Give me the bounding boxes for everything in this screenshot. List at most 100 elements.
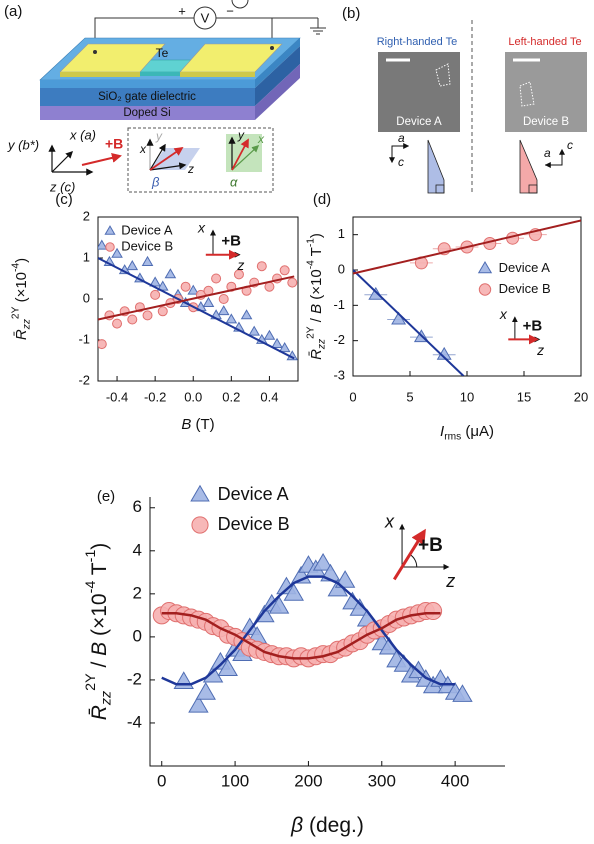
inset-arrow: [149, 162, 187, 171]
dielectric-layer: [40, 88, 255, 106]
axis-label-part: ): [88, 543, 111, 550]
layer-label: SiO₂ gate dielectric: [98, 91, 196, 103]
data-point: [408, 660, 429, 679]
data-point: [188, 694, 209, 713]
top-layer-front: [40, 80, 255, 88]
data-point: [424, 602, 443, 621]
data-point: [111, 247, 123, 258]
voltmeter-minus: −: [226, 3, 234, 18]
x-tick-label: 5: [406, 389, 413, 404]
legend-label: Device A: [121, 222, 173, 237]
data-point: [195, 682, 216, 700]
data-point: [239, 617, 260, 636]
data-point: [164, 268, 177, 279]
y-tick-label: 1: [83, 249, 90, 264]
axis-label-part: B: [308, 304, 325, 314]
fit-line: [98, 257, 295, 360]
micrograph: [505, 52, 587, 132]
inset-arrow: [149, 143, 166, 171]
field-arrow: [392, 528, 426, 581]
data-point: [283, 583, 304, 601]
data-point: [180, 281, 191, 292]
data-point: [211, 273, 222, 284]
axis-label-part: zz: [98, 691, 114, 706]
x-tick-label: 20: [574, 389, 588, 404]
y-tick-label: 0: [83, 290, 90, 305]
y-tick-label: 2: [83, 208, 90, 223]
legend-marker: [190, 484, 210, 502]
legend-label: Device A: [218, 484, 289, 504]
inset-label: z: [536, 342, 544, 358]
y-tick-label: -2: [78, 372, 90, 387]
field-arrow: [149, 146, 184, 171]
inset-label: y: [237, 128, 245, 142]
fit-line: [98, 275, 295, 321]
data-point: [149, 276, 161, 287]
chart: (e) 0 100 200 300 400 -4 -2 0 2 4 6 Device A Device B…: [97, 484, 505, 790]
data-point: [150, 289, 161, 300]
panel-title: Left-handed Te: [508, 36, 581, 48]
inset-arrow: [231, 145, 260, 171]
data-point: [278, 342, 291, 353]
panel-label: (a): [4, 3, 22, 20]
electrode-front: [60, 72, 140, 77]
x-tick-label: 300: [368, 771, 396, 790]
legend-marker: [477, 260, 493, 274]
top-layer-side: [255, 38, 300, 88]
data-point: [263, 329, 276, 340]
legend-label: Device A: [499, 260, 551, 275]
axis-label-part: -4: [10, 263, 21, 272]
data-point: [98, 339, 107, 350]
data-point: [127, 314, 138, 325]
y-tick-label: -1: [78, 331, 90, 346]
axis-label-part: zz: [21, 319, 32, 330]
data-point: [217, 658, 238, 677]
axis-arrow: [51, 150, 74, 173]
axis-label-part: (×10: [88, 593, 111, 641]
fit-line: [353, 219, 581, 275]
data-point: [98, 239, 108, 250]
data-point: [187, 284, 200, 295]
x-tick-label: 400: [441, 771, 469, 790]
axis-label-part: β: [290, 814, 303, 837]
chart: (c) -0.4 -0.2 0.0 0.2 0.4 -2 -1 0 1 2 Device ADevic…: [55, 191, 299, 404]
inset-box: [127, 127, 274, 193]
device-outline: [519, 81, 535, 107]
angle-label: β: [151, 174, 160, 189]
y-axis-label: R̄zz2Y / B (×10-4 T-1): [305, 233, 327, 360]
data-point: [173, 671, 194, 689]
fit-line: [161, 611, 441, 660]
inset-label: +B: [523, 317, 543, 334]
y-tick-label: -2: [127, 669, 142, 688]
x-tick-label: 0.4: [260, 389, 278, 404]
axis-label-part: /: [88, 656, 111, 674]
inset-label: z: [236, 257, 244, 273]
voltmeter: [193, 6, 217, 30]
rotation-plane: [150, 148, 200, 170]
data-point: [217, 305, 230, 316]
data-point: [240, 309, 253, 320]
axis-label: x (a): [69, 127, 96, 142]
axis-label-part: 2Y: [305, 326, 316, 339]
electrode-front: [180, 72, 255, 77]
axis-label-part: B: [88, 642, 111, 656]
data-point: [334, 570, 356, 588]
channel-label: Te: [156, 46, 169, 60]
legend-marker: [105, 242, 115, 252]
data-point: [141, 255, 154, 266]
data-point: [271, 337, 283, 348]
axis-label: c: [567, 138, 573, 152]
panel-title: Right-handed Te: [377, 36, 458, 48]
data-point: [248, 325, 261, 336]
device-label: Device B: [523, 116, 569, 128]
data-point: [452, 684, 473, 702]
data-point: [256, 261, 267, 272]
y-tick-label: 0: [338, 261, 345, 276]
axis-label-part: -4: [305, 260, 316, 269]
contact: [93, 50, 97, 54]
data-point: [142, 310, 153, 321]
axis-label: a: [544, 146, 551, 160]
right-angle: [435, 184, 445, 194]
x-tick-label: 0.0: [184, 389, 202, 404]
